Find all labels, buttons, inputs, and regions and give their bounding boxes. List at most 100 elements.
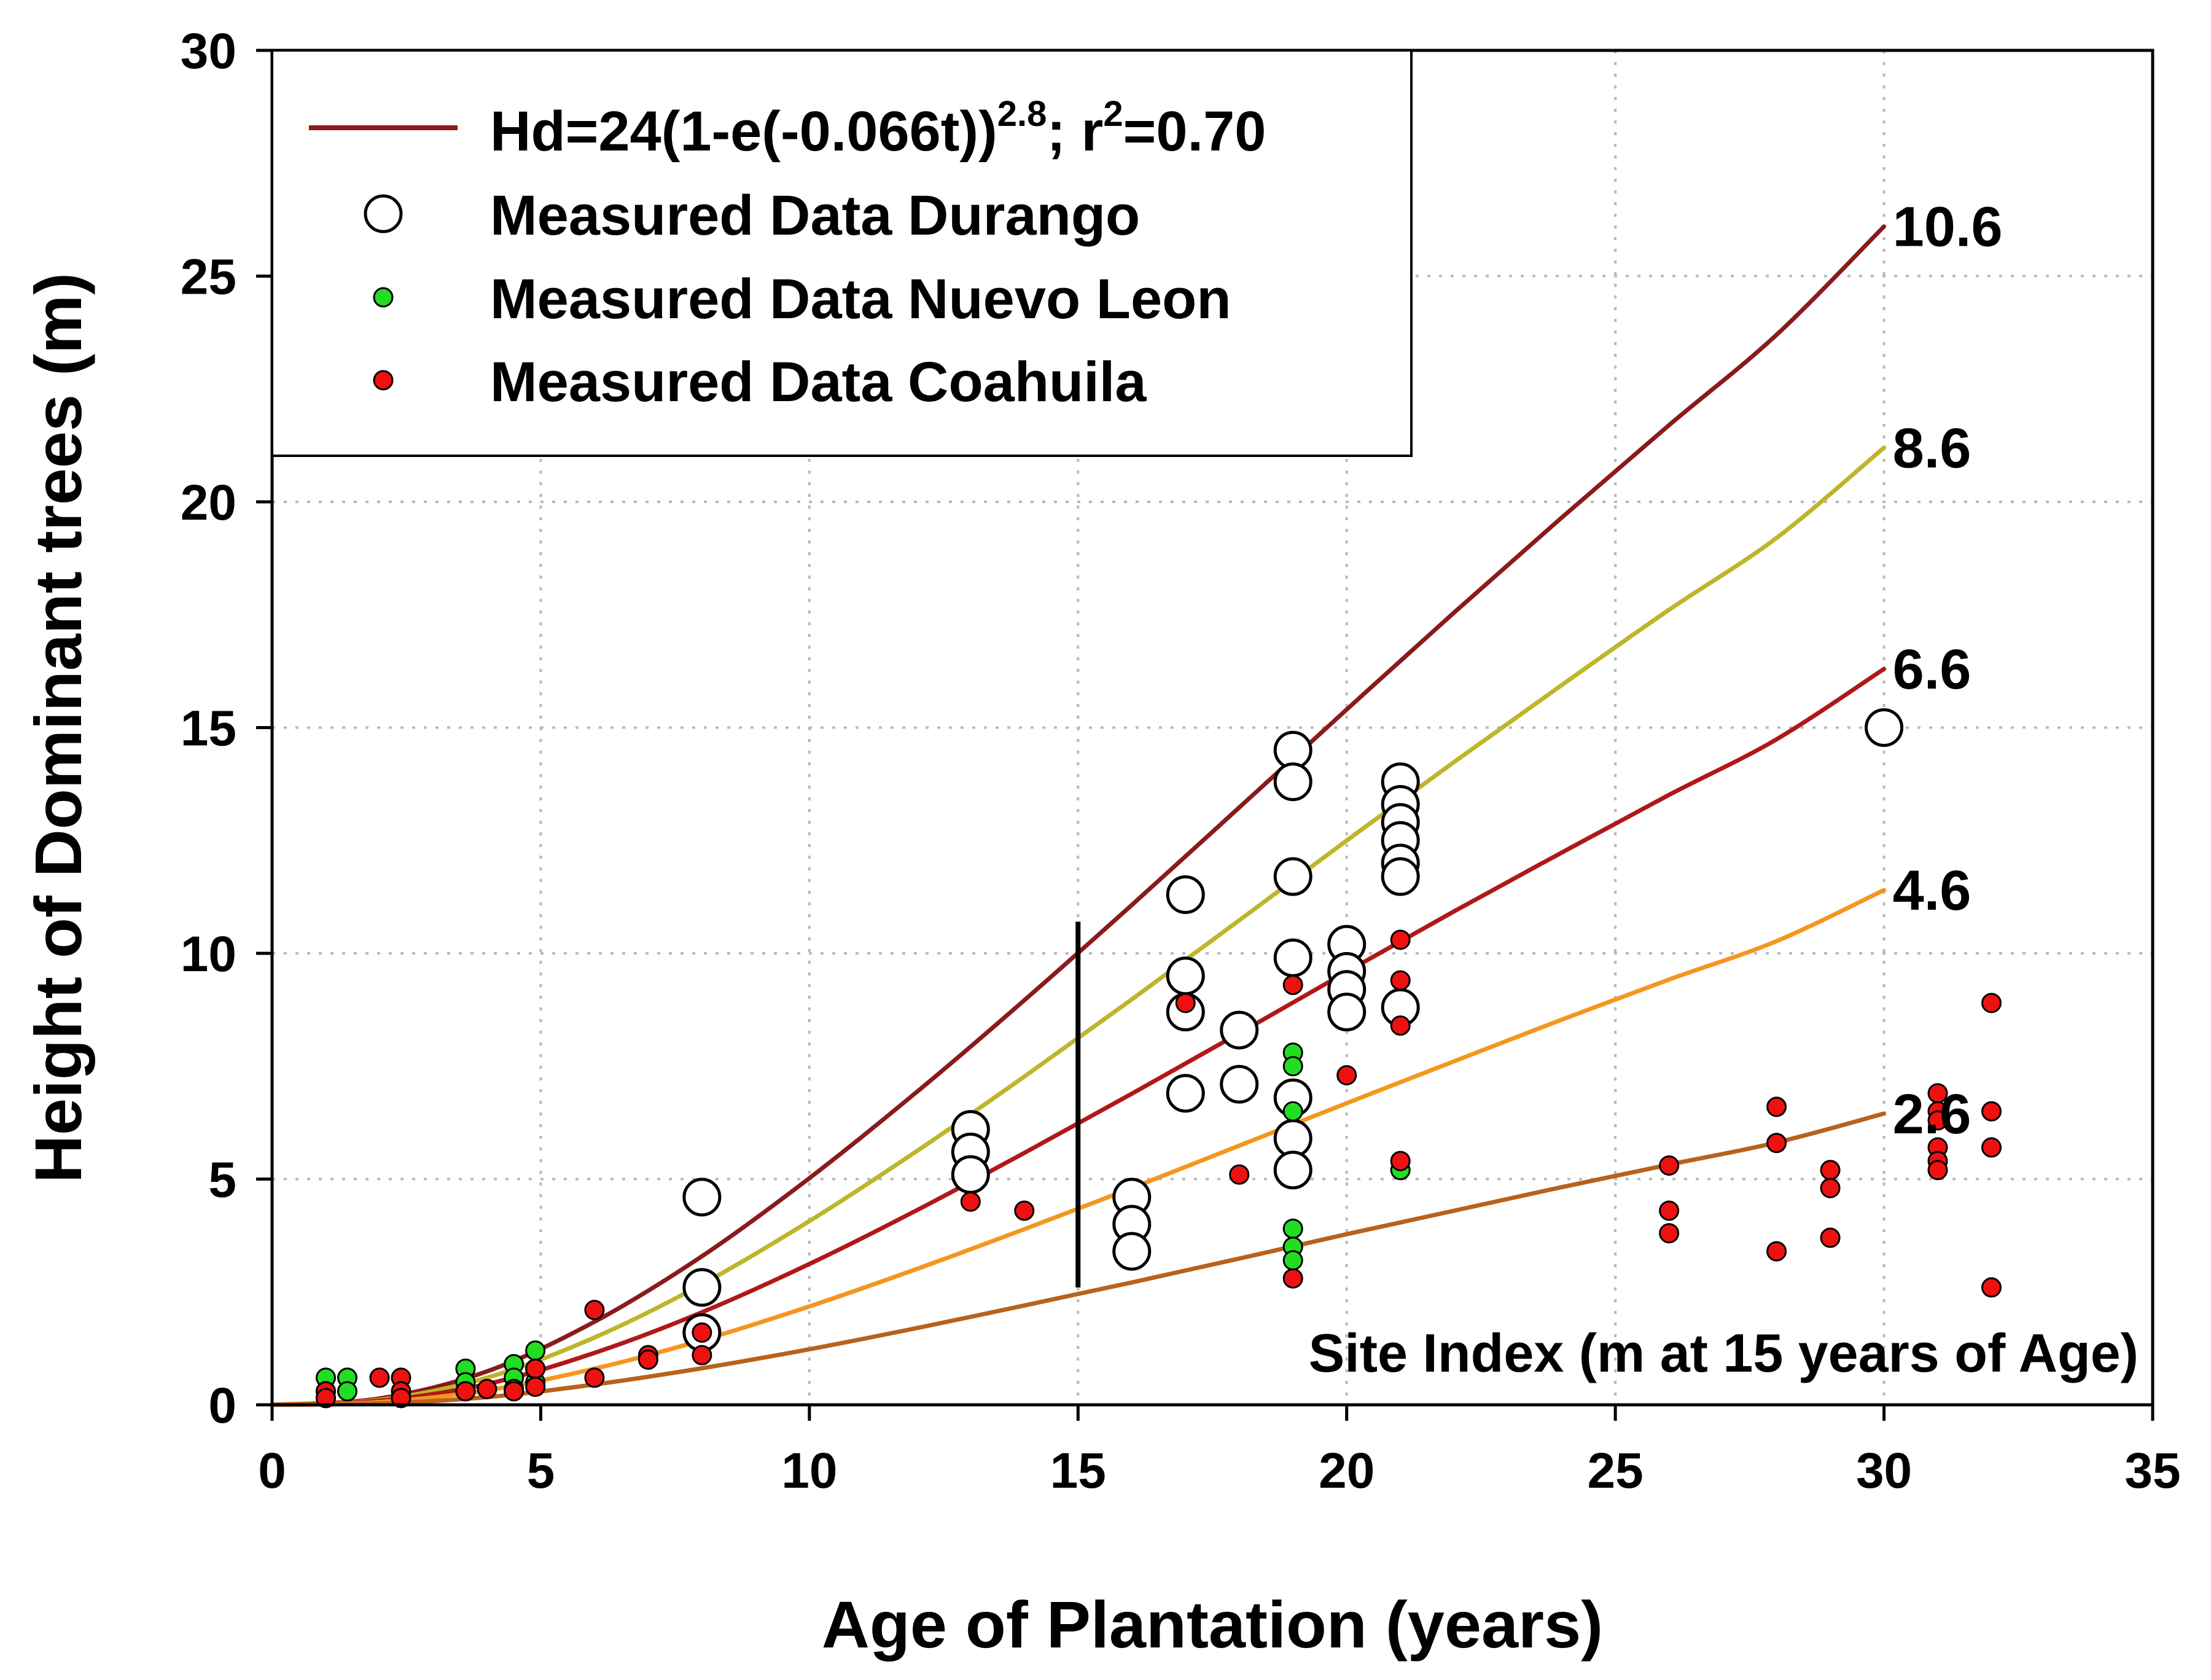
x-tick-label: 5: [527, 1443, 555, 1499]
coahuila-point: [1820, 1227, 1841, 1248]
durango-point: [682, 1268, 722, 1307]
durango-point: [1273, 938, 1312, 977]
durango-point: [951, 1155, 990, 1194]
legend-durango-label: Measured Data Durango: [490, 184, 1140, 247]
curve-label-8-6: 8.6: [1893, 417, 1971, 480]
coahuila-point: [1390, 1151, 1411, 1171]
curve-label-4-6: 4.6: [1893, 859, 1971, 922]
coahuila-point: [525, 1377, 546, 1397]
x-tick-label: 25: [1588, 1443, 1644, 1499]
coahuila-point: [525, 1358, 546, 1379]
coahuila-point: [1390, 1015, 1411, 1036]
durango-point: [1327, 993, 1367, 1032]
coahuila-point: [1766, 1241, 1787, 1262]
durango-point: [1273, 762, 1312, 802]
x-axis-title: Age of Plantation (years): [822, 1587, 1603, 1662]
coahuila-point: [1659, 1223, 1680, 1244]
durango-point: [1166, 1074, 1205, 1113]
legend-nuevo-leon-marker: [373, 287, 394, 308]
legend-durango-marker: [364, 194, 403, 233]
y-tick-label: 0: [208, 1378, 236, 1434]
y-tick-label: 5: [208, 1152, 236, 1208]
nuevo-leon-point: [525, 1340, 546, 1361]
coahuila-point: [584, 1300, 605, 1321]
coahuila-point: [391, 1388, 411, 1408]
y-axis-title: Height of Dominant trees (m): [21, 273, 95, 1183]
curve-si-10-6: [270, 224, 1887, 1407]
coahuila-point: [692, 1345, 712, 1365]
coahuila-point: [960, 1191, 981, 1212]
curve-si-6-6: [270, 666, 1887, 1407]
coahuila-point: [1927, 1110, 1948, 1131]
nuevo-leon-point: [337, 1381, 357, 1402]
coahuila-point: [1659, 1200, 1680, 1221]
legend-nuevo-leon-label: Measured Data Nuevo Leon: [490, 268, 1231, 330]
y-tick-label: 15: [181, 701, 236, 757]
tick-labels: 0 5 10 15 20 25 30 35 0 5 10 15 20 25 30: [181, 23, 2181, 1499]
coahuila-point: [1390, 970, 1411, 991]
legend: Hd=24(1-e(-0.066t))2.8; r2=0.70 Measured…: [271, 49, 1413, 457]
durango-point: [682, 1178, 722, 1217]
coahuila-point: [1766, 1133, 1787, 1154]
coahuila-point: [1282, 1268, 1303, 1289]
legend-model-label: Hd=24(1-e(-0.066t))2.8; r2=0.70: [490, 94, 1266, 163]
coahuila-point: [1229, 1164, 1250, 1185]
coahuila-point: [692, 1322, 712, 1343]
curve-labels: 10.6 8.6 6.6 4.6 2.6: [1893, 196, 2003, 1146]
coahuila-point: [1981, 1101, 2002, 1122]
durango-point: [1273, 857, 1312, 896]
durango-point: [1166, 875, 1205, 914]
coahuila-point: [1981, 993, 2002, 1014]
coahuila-point: [638, 1350, 658, 1370]
durango-point: [1381, 857, 1420, 896]
axis-ticks: [256, 49, 2154, 1421]
coahuila-point: [1175, 993, 1196, 1014]
coahuila-point: [1927, 1160, 1948, 1181]
durango-point: [1220, 1010, 1259, 1050]
y-tick-label: 25: [181, 249, 236, 305]
curve-si-8-6: [270, 445, 1887, 1407]
legend-box: [271, 49, 1413, 457]
site-index-annotation: Site Index (m at 15 years of Age): [1309, 1323, 2139, 1383]
x-tick-label: 20: [1319, 1443, 1375, 1499]
coahuila-point: [1659, 1155, 1680, 1176]
durango-point: [1166, 956, 1205, 996]
legend-coahuila-marker: [373, 370, 394, 391]
nuevo-leon-point: [1282, 1056, 1303, 1077]
coahuila-point: [1390, 929, 1411, 950]
durango-point: [1220, 1065, 1259, 1104]
nuevo-leon-point: [1282, 1218, 1303, 1239]
coahuila-point: [504, 1381, 524, 1402]
coahuila-point: [1336, 1065, 1357, 1085]
coahuila-point: [1981, 1277, 2002, 1298]
x-tick-label: 10: [781, 1443, 837, 1499]
curve-label-2-6: 2.6: [1893, 1083, 1971, 1146]
durango-point: [1865, 708, 1904, 747]
coahuila-point: [584, 1367, 605, 1388]
durango-point: [1112, 1232, 1152, 1271]
data-points: [315, 708, 2002, 1408]
y-tick-label: 30: [181, 23, 236, 79]
coahuila-point: [1981, 1137, 2002, 1158]
x-tick-label: 30: [1856, 1443, 1912, 1499]
coahuila-point: [369, 1367, 390, 1388]
coahuila-point: [477, 1378, 497, 1399]
curve-label-6-6: 6.6: [1893, 638, 1971, 701]
nuevo-leon-point: [1282, 1101, 1303, 1122]
x-tick-label: 0: [258, 1443, 286, 1499]
coahuila-point: [315, 1388, 336, 1408]
nuevo-leon-point: [1282, 1250, 1303, 1271]
y-tick-label: 10: [181, 926, 236, 982]
legend-coahuila-label: Measured Data Coahuila: [490, 351, 1147, 413]
coahuila-point: [1282, 974, 1303, 995]
x-tick-label: 15: [1050, 1443, 1106, 1499]
x-tick-label: 35: [2124, 1443, 2180, 1499]
y-tick-label: 20: [181, 475, 236, 531]
curve-label-10-6: 10.6: [1893, 196, 2003, 259]
coahuila-point: [1820, 1178, 1841, 1198]
durango-point: [1273, 1151, 1312, 1190]
coahuila-point: [1014, 1200, 1035, 1221]
coahuila-point: [455, 1381, 476, 1402]
coahuila-point: [1820, 1160, 1841, 1181]
